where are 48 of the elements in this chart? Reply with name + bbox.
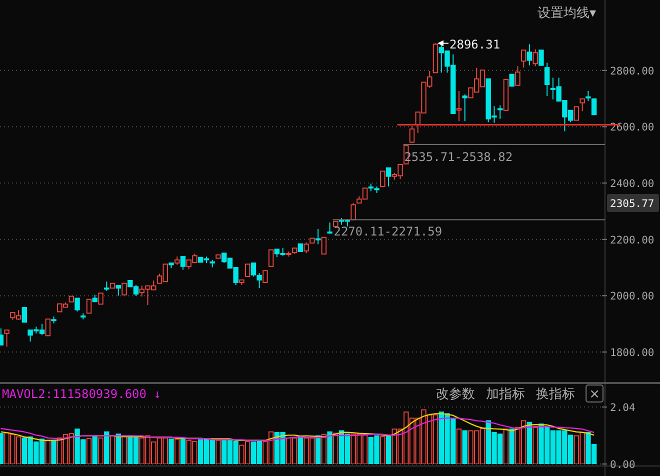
line-series (0, 413, 595, 442)
bar (380, 436, 386, 464)
y-tick-label: 2.04 (610, 402, 636, 414)
bar (298, 436, 304, 464)
bar (526, 422, 532, 464)
annotation: 改参数 (436, 387, 476, 402)
y-tick-label: 0.00 (610, 459, 636, 471)
bar (333, 432, 338, 464)
candlestick (456, 90, 462, 122)
bar (122, 435, 127, 464)
bar (168, 438, 174, 464)
annotation: 换指标 (536, 387, 576, 402)
bar (104, 431, 110, 464)
candlestick (409, 126, 415, 143)
bar (386, 435, 392, 464)
line-series (0, 418, 595, 441)
y-tick-label: 2600.00 (610, 122, 654, 134)
bar (509, 428, 514, 464)
bar (86, 438, 92, 464)
band-label: 2270.11-2271.59 (334, 224, 442, 239)
annotation: MAVOL2:111580939.600 ↓ (2, 387, 161, 401)
bar (51, 440, 56, 464)
bar (327, 431, 332, 464)
bar (116, 434, 121, 464)
annotation: × (589, 387, 600, 402)
y-tick-label: 2200.00 (610, 234, 654, 246)
candlestick (526, 44, 532, 66)
bar (532, 426, 538, 464)
bar (180, 438, 186, 464)
bar (174, 438, 180, 464)
y-tick-label: 1800.00 (610, 347, 654, 360)
bar (503, 428, 509, 464)
bar (321, 434, 327, 464)
y-tick-label: 2400.00 (610, 178, 654, 190)
bar (45, 440, 51, 464)
bar (98, 438, 104, 464)
bar (92, 436, 98, 464)
text: 2305.77 (610, 198, 654, 210)
bar (462, 430, 468, 464)
annotation: 设置均线▾ (537, 6, 596, 21)
y-tick-label: 2800.00 (610, 65, 654, 78)
annotation: 加指标 (486, 387, 526, 402)
y-tick-label: 2000.00 (610, 290, 654, 303)
bar (110, 435, 116, 464)
annotation: 2896.31 (450, 37, 500, 52)
bar (456, 428, 462, 464)
bar (216, 440, 221, 464)
bar (0, 433, 4, 464)
